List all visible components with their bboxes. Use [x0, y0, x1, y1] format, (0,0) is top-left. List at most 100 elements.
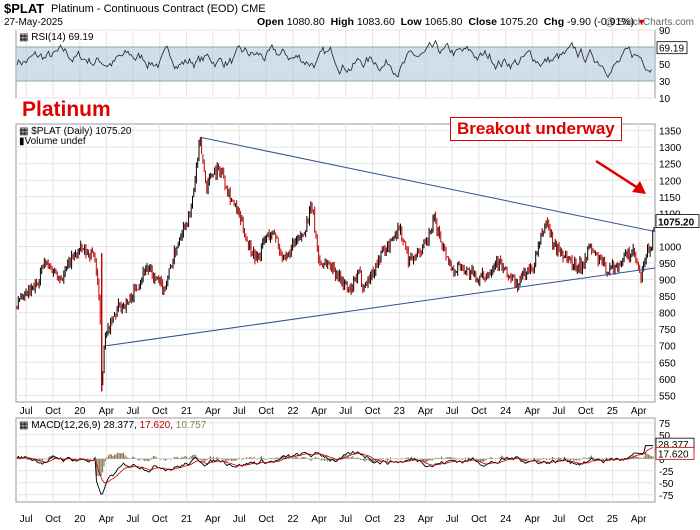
high-value: 1083.60: [356, 16, 395, 28]
down-arrow-icon: ▼: [637, 17, 647, 27]
macd-tick-label: -50: [659, 479, 674, 490]
price-tick-label: 800: [659, 309, 676, 320]
rsi-tag-box: [656, 41, 688, 55]
x-tick-label-bottom: Jul: [552, 514, 565, 525]
x-tick-label-top: Oct: [578, 406, 594, 417]
exchange: CME: [241, 3, 266, 15]
x-tick-label-top: Apr: [99, 406, 115, 417]
macd-tick-label: 50: [659, 431, 671, 442]
macd-label-hist: 10.757: [176, 420, 207, 431]
x-tick-label-top: Oct: [45, 406, 61, 417]
volume-label: ▮Volume undef: [19, 136, 86, 147]
price-current-value: 1075.20: [658, 218, 695, 229]
price-tick-label: 1150: [659, 193, 681, 204]
x-tick-label-bottom: 23: [394, 514, 406, 525]
platinum-title: Platinum: [22, 98, 111, 121]
macd-tick-label: 75: [659, 419, 671, 430]
breakout-annotation: Breakout underway: [450, 117, 622, 141]
price-tick-label: 850: [659, 292, 676, 303]
price-tick-label: 1000: [659, 242, 682, 253]
x-tick-label-top: Jul: [446, 406, 459, 417]
x-tick-label-bottom: 20: [74, 514, 86, 525]
price-tick-label: 600: [659, 375, 676, 386]
x-tick-label-bottom: Apr: [524, 514, 540, 525]
x-tick-label-bottom: Apr: [418, 514, 434, 525]
chart-date: 27-May-2025: [4, 17, 63, 28]
price-tick-label: 550: [659, 391, 676, 402]
price-tick-label: 650: [659, 358, 676, 369]
low-label: Low: [400, 16, 422, 28]
x-tick-label-bottom: Oct: [258, 514, 274, 525]
price-tick-label: 900: [659, 276, 676, 287]
x-tick-label-top: Oct: [258, 406, 274, 417]
x-tick-label-top: Apr: [524, 406, 540, 417]
price-tick-label: 1250: [659, 160, 682, 171]
x-tick-label-bottom: Oct: [152, 514, 168, 525]
macd-tick-label: 0: [659, 455, 665, 466]
rsi-current-tag: [656, 41, 688, 55]
x-tick-label-top: 20: [74, 406, 86, 417]
x-tick-label-top: Jul: [339, 406, 352, 417]
rsi-tick-label: 30: [659, 77, 671, 88]
x-tick-label-top: Apr: [631, 406, 647, 417]
price-tick-label: 1350: [659, 127, 682, 138]
low-value: 1065.80: [424, 16, 463, 28]
chg-label: Chg: [543, 16, 565, 28]
upper-trendline: [199, 136, 656, 233]
x-tick-label-top: 25: [607, 406, 619, 417]
x-tick-label-top: Jul: [552, 406, 565, 417]
x-tick-label-top: 23: [394, 406, 406, 417]
breakout-arrow-shaft: [595, 159, 642, 192]
x-tick-label-bottom: Jul: [233, 514, 246, 525]
signal-current-value: 17.620: [658, 449, 689, 460]
x-tick-label-top: Jul: [233, 406, 246, 417]
macd-tick-label: -75: [659, 491, 674, 502]
close-label: Close: [468, 16, 497, 28]
price-label: ▦ $PLAT (Daily) 1075.20: [19, 126, 132, 137]
x-tick-label-bottom: Jul: [126, 514, 139, 525]
open-value: 1080.80: [286, 16, 325, 28]
x-tick-label-bottom: Jul: [339, 514, 352, 525]
high-label: High: [330, 16, 354, 28]
instrument-name: Platinum - Continuous Contract (EOD) CME: [51, 3, 266, 15]
x-tick-label-bottom: Apr: [631, 514, 647, 525]
x-tick-label-bottom: Jul: [446, 514, 459, 525]
lower-trendline: [106, 267, 656, 347]
x-tick-label-top: 24: [500, 406, 512, 417]
rsi-current-value: 69.19: [659, 44, 684, 55]
rsi-line: [16, 39, 652, 79]
x-tick-label-bottom: Jul: [20, 514, 33, 525]
close-value: 1075.20: [499, 16, 538, 28]
symbol: $PLAT: [4, 1, 45, 16]
x-tick-label-bottom: Apr: [205, 514, 221, 525]
ohlc-readout: Open 1080.80 High 1083.60 Low 1065.80 Cl…: [257, 16, 646, 28]
price-tick-label: 700: [659, 342, 676, 353]
macd-signal-line: [16, 447, 654, 484]
x-tick-label-bottom: 21: [181, 514, 193, 525]
breakout-arrow-head: [632, 181, 646, 194]
x-tick-label-top: Oct: [471, 406, 487, 417]
price-current-tag: [655, 214, 700, 228]
macd-tick-label: -25: [659, 467, 674, 478]
x-tick-label-bottom: Oct: [471, 514, 487, 525]
x-tick-label-top: Jul: [20, 406, 33, 417]
macd-current-value: 28.377: [658, 440, 689, 451]
x-tick-label-top: Oct: [365, 406, 381, 417]
x-tick-label-bottom: Oct: [578, 514, 594, 525]
x-tick-label-top: 22: [287, 406, 299, 417]
x-tick-label-top: Apr: [418, 406, 434, 417]
x-tick-label-bottom: 25: [607, 514, 619, 525]
x-tick-label-top: Oct: [152, 406, 168, 417]
x-tick-label-top: Apr: [205, 406, 221, 417]
x-tick-label-bottom: Apr: [99, 514, 115, 525]
macd-label-main: ▦ MACD(12,26,9) 28.377,: [19, 420, 140, 431]
price-tick-label: 1300: [659, 143, 682, 154]
rsi-tick-label: 50: [659, 60, 671, 71]
rsi-tick-label: 10: [659, 94, 671, 105]
price-tick-label: 750: [659, 325, 676, 336]
macd-label-signal: 17.620: [140, 420, 171, 431]
x-tick-label-bottom: 22: [287, 514, 299, 525]
x-tick-label-top: Apr: [311, 406, 327, 417]
rsi-tick-label: 90: [659, 26, 671, 37]
